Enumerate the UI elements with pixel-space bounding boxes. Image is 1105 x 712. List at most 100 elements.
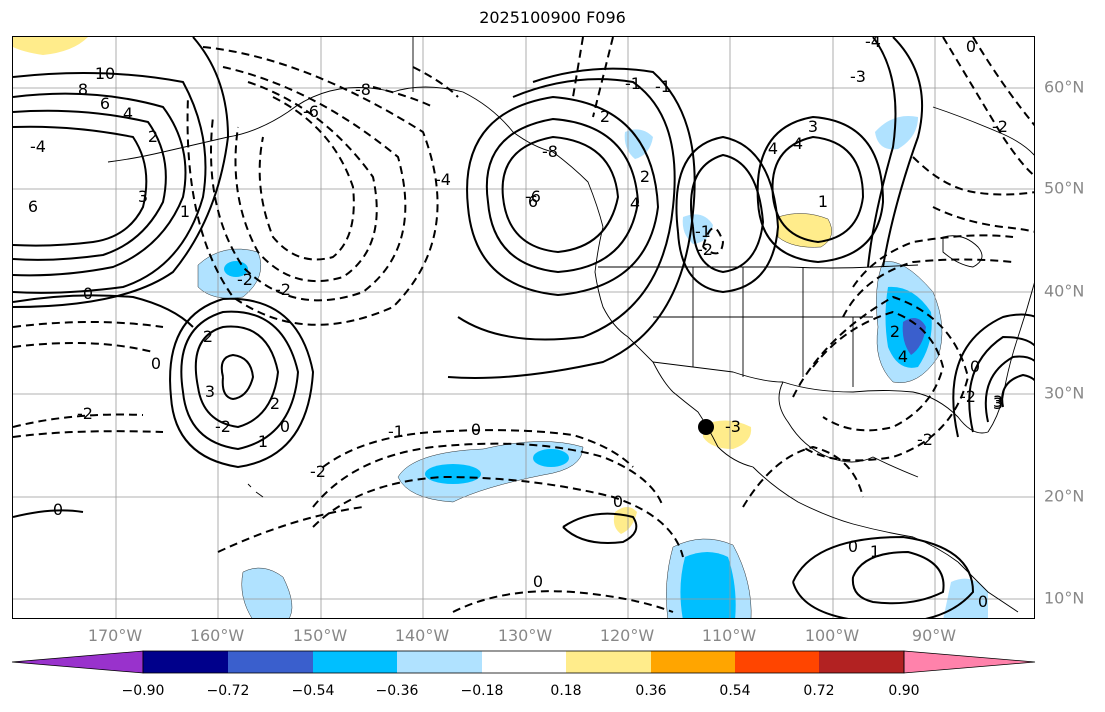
contour-trough-ne-1 <box>972 37 1034 127</box>
contour-ridge-sw-2 <box>180 310 300 451</box>
shade-neg-sw <box>241 567 293 618</box>
contour-ridge-e-1 <box>968 335 1034 433</box>
contour-ridge-sw-1 <box>194 325 280 429</box>
contour-ridge-n-4 <box>675 135 780 294</box>
hawaii <box>247 483 264 498</box>
contour-label: -4 <box>30 137 46 156</box>
colorbar-tick: −0.36 <box>375 683 419 699</box>
colorbar-segment <box>482 651 566 673</box>
lon-label: 150°W <box>292 626 348 645</box>
contour-label: 2 <box>890 322 900 341</box>
colorbar-outline <box>142 650 905 674</box>
contour-south-2 <box>792 535 975 618</box>
contour-zero-w <box>13 294 194 328</box>
shade-neg-southern-core <box>680 552 736 618</box>
colorbar-segment <box>313 651 397 673</box>
lon-label: 90°W <box>911 626 957 645</box>
contour-ridge-w-1 <box>501 135 620 254</box>
contour-trough-canada-2 <box>932 206 1034 233</box>
contour-label: 0 <box>970 357 980 376</box>
shade-pos-dakotas <box>777 213 832 248</box>
shade-neg-plains-max <box>902 318 926 355</box>
contour-label: -1 <box>695 222 711 241</box>
contour-trough-gulfak-1 <box>258 96 355 261</box>
contour-south-1 <box>851 550 945 605</box>
contour-label: 1 <box>818 192 828 211</box>
contour-label: 3 <box>808 117 818 136</box>
contour-label: 1 <box>258 432 268 451</box>
contour-ridge-sw-4 <box>220 353 255 401</box>
colorbar-tick: 0.90 <box>888 683 920 699</box>
contour-label: 2 <box>203 327 213 346</box>
mexico-pacific <box>752 466 959 563</box>
contour-ridge-nw-5 <box>13 37 230 308</box>
contour-label: 0 <box>471 420 481 439</box>
lat-label: 60°N <box>1044 77 1085 97</box>
contour-ridge-sw-3 <box>169 297 315 469</box>
contour-label: 0 <box>83 284 93 303</box>
gulf-mexico <box>778 381 919 478</box>
contour-trough-sub-1 <box>322 429 634 468</box>
shade-neg-nw-canada <box>875 116 918 150</box>
contour-label: 3 <box>993 392 1003 411</box>
lat-label: 20°N <box>1044 486 1085 506</box>
colorbar-extend-low <box>11 650 144 674</box>
us-west-coast <box>594 226 674 393</box>
contour-trough-ne-2 <box>942 37 1034 177</box>
shading-layer <box>13 37 988 618</box>
contour-ridge-n-3 <box>690 153 765 274</box>
contour-ridge-w-4 <box>457 78 676 341</box>
contour-label: -2 <box>960 387 976 406</box>
map-frame: 10 8 6 4 2 -4 6 3 1 0 -6 -8 -4 -2 -2 0 2 3 2 1 0 -2 -2 0 -1 0 -2 -6… <box>12 36 1035 619</box>
contour-south-3 <box>562 512 638 544</box>
contour-trough-gulfak-5 <box>372 86 434 108</box>
contour-ridge-n-2 <box>756 115 885 264</box>
lon-label: 120°W <box>599 626 655 645</box>
contour-label: -2 <box>237 270 253 289</box>
lon-label: 160°W <box>189 626 245 645</box>
colorbar-tick: −0.18 <box>460 683 504 699</box>
contour-label: -2 <box>77 404 93 423</box>
lat-label: 40°N <box>1044 281 1085 301</box>
contour-ridge-e-3 <box>952 313 1034 438</box>
contour-label: 0 <box>151 354 161 373</box>
contour-trough-canada-1 <box>912 156 1034 196</box>
contour-trough-plains-5 <box>792 295 970 462</box>
colorbar-tick: 0.54 <box>719 683 751 699</box>
contour-label: 6 <box>100 94 110 113</box>
lat-label: 30°N <box>1044 383 1085 403</box>
contour-trough-gulfak-4 <box>186 46 439 326</box>
contour-trough-gulfak-6 <box>412 66 459 98</box>
contour-label: -6 <box>303 102 319 121</box>
hudson-bay <box>932 106 1034 156</box>
contour-label: 0 <box>53 500 63 519</box>
contour-label: 0 <box>978 592 988 611</box>
colorbar <box>11 650 1036 674</box>
colorbar-tick: −0.90 <box>121 683 165 699</box>
central-america <box>957 561 1019 613</box>
shade-pos-pacific <box>613 507 637 534</box>
contour-label: 1 <box>180 202 190 221</box>
contour-label: -1 <box>625 74 641 93</box>
contour-ridge-n-1 <box>771 135 865 244</box>
gulf-coast <box>782 381 989 434</box>
lat-label: 10°N <box>1044 588 1085 608</box>
lon-label: 130°W <box>497 626 553 645</box>
colorbar-segment <box>228 651 313 673</box>
lon-label: 100°W <box>804 626 860 645</box>
contour-ridge-w-2 <box>485 117 640 274</box>
contour-trough-gulfak-3 <box>210 66 407 302</box>
contour-label: -8 <box>542 142 558 161</box>
contour-label: 2 <box>270 394 280 413</box>
contour-label: 6 <box>28 197 38 216</box>
contour-label: 2 <box>148 127 158 146</box>
contour-ridge-nw-2 <box>13 109 167 261</box>
contour-trough-pac-1 <box>13 321 164 328</box>
contour-label: 6 <box>528 192 538 211</box>
shade-neg-bc <box>624 129 653 159</box>
shade-neg-subtropical-core1 <box>425 464 481 484</box>
map-title: 2025100900 F096 <box>479 8 626 27</box>
contour-ridge-e-2 <box>984 355 1034 423</box>
contour-trough-bc-2 <box>572 37 584 98</box>
